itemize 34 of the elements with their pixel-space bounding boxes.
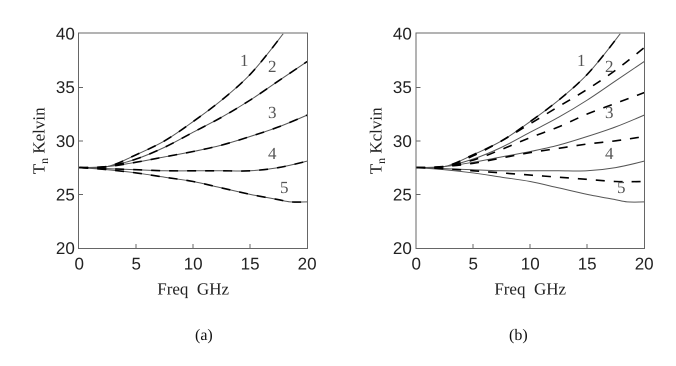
y-tick-label: 20: [392, 238, 412, 258]
series-label: 2: [605, 57, 614, 76]
y-tick-label: 40: [56, 24, 75, 44]
x-tick-label: 20: [298, 254, 317, 274]
series-label: 3: [268, 103, 276, 122]
x-tick-label: 0: [412, 254, 421, 274]
y-tick-label: 25: [56, 185, 75, 204]
x-tick-label: 15: [578, 254, 597, 274]
series-label: 1: [240, 51, 248, 70]
text: (b): [509, 327, 528, 344]
series-label: 4: [268, 144, 277, 163]
series-label: 3: [605, 103, 614, 122]
x-tick-label: 0: [74, 254, 84, 274]
series-label: 2: [268, 57, 276, 76]
x-tick-label: 15: [240, 254, 260, 274]
series-label: 5: [617, 178, 626, 197]
y-tick-label: 30: [392, 132, 412, 151]
x-tick-label: 5: [468, 254, 478, 274]
x-tick-label: 10: [520, 254, 540, 274]
x-axis-title: Freq GHz: [157, 280, 230, 299]
series-label: 5: [280, 178, 288, 197]
y-tick-label: 40: [392, 24, 412, 44]
y-tick-label: 20: [56, 238, 75, 258]
x-tick-label: 20: [634, 254, 654, 274]
series-label: 1: [577, 51, 586, 70]
series-label: 4: [605, 144, 614, 163]
text: (a): [195, 327, 213, 344]
y-tick-label: 35: [56, 78, 75, 98]
y-tick-label: 35: [392, 78, 412, 98]
x-axis-title: Freq GHz: [494, 280, 567, 299]
y-tick-label: 30: [56, 132, 75, 151]
x-tick-label: 10: [184, 254, 203, 274]
y-tick-label: 25: [392, 185, 412, 204]
x-tick-label: 5: [131, 254, 141, 274]
